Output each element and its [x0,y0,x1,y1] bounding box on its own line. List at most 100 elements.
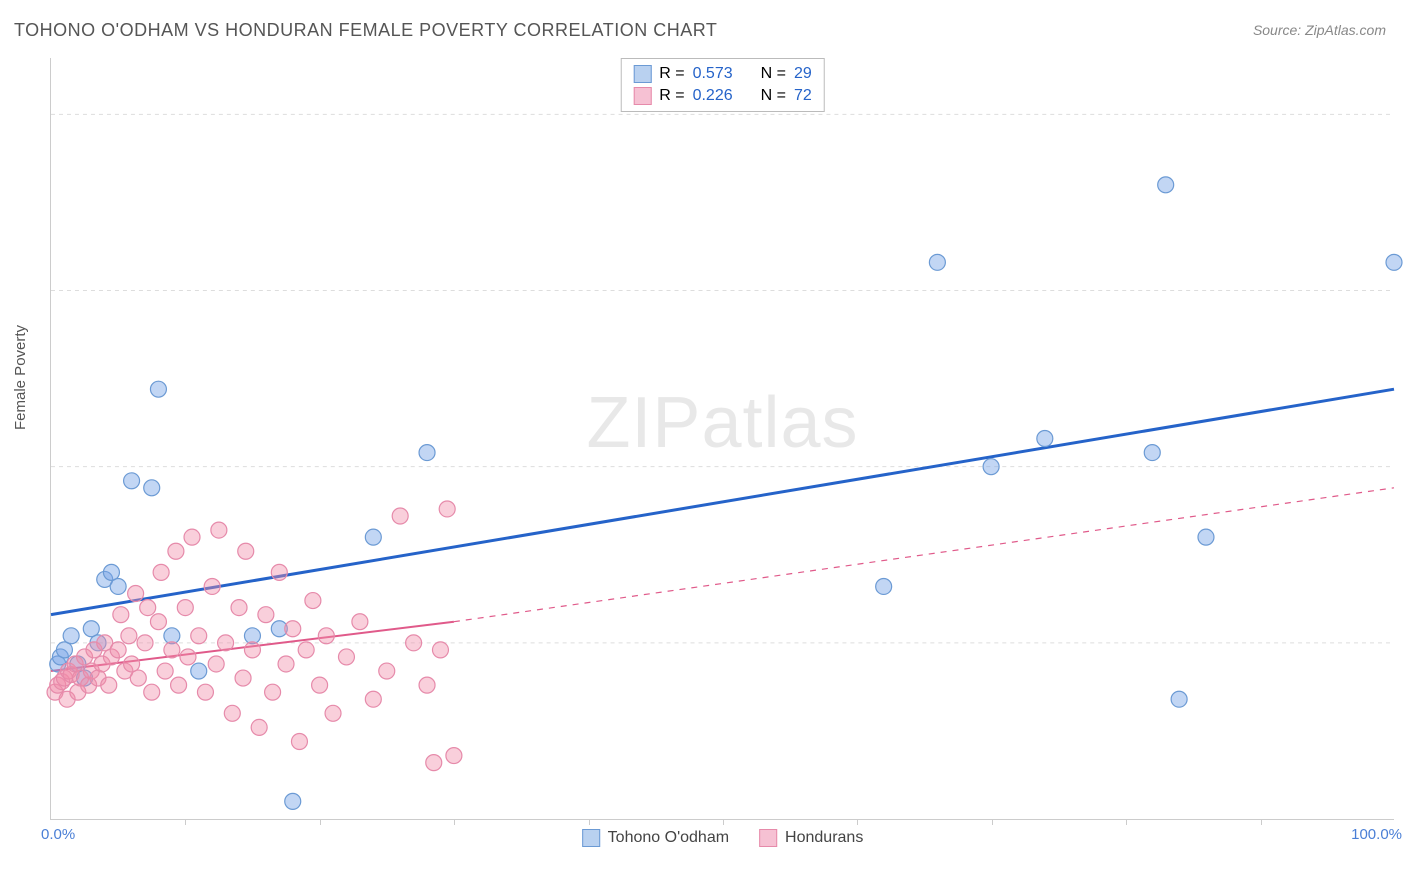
scatter-point [439,501,455,517]
x-minor-tick [320,819,321,825]
scatter-point [1198,529,1214,545]
scatter-point [392,508,408,524]
legend-stats-box: R = 0.573 N = 29 R = 0.226 N = 72 [620,58,825,112]
scatter-point [325,705,341,721]
scatter-point [258,607,274,623]
scatter-point [426,755,442,771]
scatter-point [150,381,166,397]
scatter-point [150,614,166,630]
source-attribution: Source: ZipAtlas.com [1253,22,1386,38]
x-minor-tick [992,819,993,825]
scatter-point [157,663,173,679]
scatter-point [238,543,254,559]
trend-line [51,389,1394,614]
scatter-point [180,649,196,665]
y-axis-label: Female Poverty [12,325,29,430]
scatter-point [171,677,187,693]
x-minor-tick [1261,819,1262,825]
scatter-point [168,543,184,559]
legend-cat-item-0: Tohono O'odham [582,829,729,847]
scatter-point [231,600,247,616]
scatter-point [305,593,321,609]
scatter-point [130,670,146,686]
scatter-point [191,663,207,679]
trend-line-dashed [454,488,1394,622]
scatter-point [251,719,267,735]
scatter-point [197,684,213,700]
scatter-point [140,600,156,616]
scatter-point [113,607,129,623]
legend-N-value-1: 72 [794,87,812,105]
legend-cat-swatch-1 [759,829,777,847]
legend-stats-row-0: R = 0.573 N = 29 [633,63,812,85]
scatter-point [164,642,180,658]
x-minor-tick [589,819,590,825]
scatter-point [110,642,126,658]
legend-R-label: R = [659,65,684,83]
legend-R-value-0: 0.573 [693,65,733,83]
scatter-point [244,642,260,658]
scatter-point [101,677,117,693]
scatter-point [318,628,334,644]
scatter-point [121,628,137,644]
scatter-point [1158,177,1174,193]
plot-area: ZIPatlas 25.0%50.0%75.0%100.0% 0.0% 100.… [50,58,1394,820]
scatter-point [432,642,448,658]
legend-cat-label-1: Hondurans [785,829,863,847]
scatter-point [352,614,368,630]
scatter-point [338,649,354,665]
scatter-point [1037,431,1053,447]
legend-cat-label-0: Tohono O'odham [608,829,729,847]
scatter-point [177,600,193,616]
x-tick-min: 0.0% [41,826,75,843]
scatter-point [1144,445,1160,461]
scatter-point [312,677,328,693]
scatter-point [204,578,220,594]
legend-N-label: N = [761,87,786,105]
scatter-point [285,793,301,809]
x-minor-tick [723,819,724,825]
scatter-point [365,529,381,545]
chart-container: TOHONO O'ODHAM VS HONDURAN FEMALE POVERT… [0,0,1406,892]
legend-swatch-0 [633,65,651,83]
scatter-point [929,254,945,270]
scatter-point [876,578,892,594]
scatter-point [211,522,227,538]
scatter-point [153,564,169,580]
scatter-point [137,635,153,651]
scatter-point [110,578,126,594]
legend-swatch-1 [633,87,651,105]
legend-R-label: R = [659,87,684,105]
legend-cat-item-1: Hondurans [759,829,863,847]
chart-svg [51,58,1394,819]
legend-stats-row-1: R = 0.226 N = 72 [633,85,812,107]
scatter-point [224,705,240,721]
legend-R-value-1: 0.226 [693,87,733,105]
scatter-point [365,691,381,707]
scatter-point [1171,691,1187,707]
legend-categories: Tohono O'odham Hondurans [582,829,864,847]
scatter-point [63,628,79,644]
scatter-point [406,635,422,651]
scatter-point [184,529,200,545]
scatter-point [983,459,999,475]
scatter-point [298,642,314,658]
x-minor-tick [1126,819,1127,825]
scatter-point [191,628,207,644]
scatter-point [278,656,294,672]
scatter-point [144,684,160,700]
legend-cat-swatch-0 [582,829,600,847]
scatter-point [235,670,251,686]
scatter-point [379,663,395,679]
scatter-point [1386,254,1402,270]
x-tick-max: 100.0% [1351,826,1402,843]
legend-N-value-0: 29 [794,65,812,83]
scatter-point [285,621,301,637]
scatter-point [128,586,144,602]
scatter-point [419,677,435,693]
scatter-point [291,734,307,750]
scatter-point [265,684,281,700]
x-minor-tick [857,819,858,825]
scatter-point [218,635,234,651]
scatter-point [446,748,462,764]
